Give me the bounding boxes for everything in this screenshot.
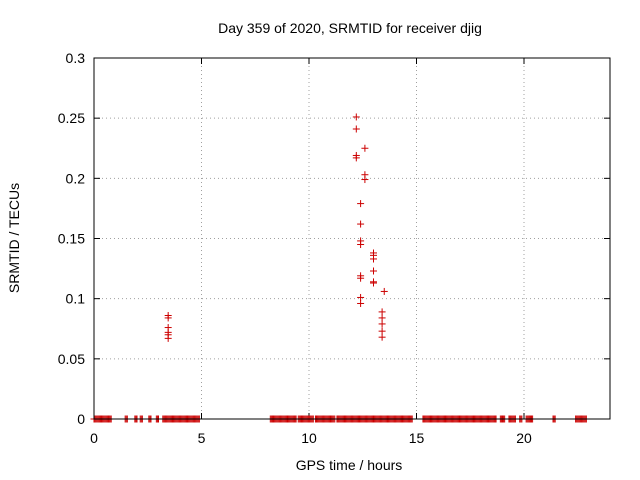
x-tick-label: 20: [516, 430, 532, 446]
data-point: [378, 308, 386, 316]
data-point: [352, 113, 360, 121]
data-point: [357, 293, 365, 301]
data-points: [90, 113, 590, 423]
y-tick-label: 0.2: [66, 170, 86, 186]
y-tick-label: 0.1: [66, 291, 86, 307]
data-point: [370, 255, 377, 263]
data-point: [370, 279, 377, 287]
x-tick-label: 15: [409, 430, 425, 446]
y-tick-label: 0.05: [58, 351, 85, 367]
y-tick-label: 0.15: [58, 231, 85, 247]
x-axis-label: GPS time / hours: [296, 457, 403, 473]
data-point: [352, 154, 360, 162]
gridlines: [94, 58, 610, 419]
data-point: [357, 299, 365, 307]
data-point: [164, 334, 172, 342]
data-point: [378, 314, 386, 322]
y-axis-label: SRMTID / TECUs: [6, 183, 22, 293]
data-point: [378, 320, 386, 328]
data-point: [361, 176, 369, 184]
x-tick-label: 0: [90, 430, 98, 446]
data-point: [378, 333, 386, 341]
axis-ticks: [93, 57, 610, 420]
data-point: [380, 287, 388, 295]
x-tick-label: 5: [198, 430, 206, 446]
data-point: [357, 200, 365, 208]
chart-title: Day 359 of 2020, SRMTID for receiver dji…: [218, 20, 482, 36]
data-point: [357, 241, 365, 249]
data-point: [378, 327, 386, 335]
y-tick-label: 0.25: [58, 110, 85, 126]
data-point: [370, 267, 377, 275]
data-point: [164, 314, 172, 322]
data-point: [357, 274, 365, 282]
data-point: [361, 144, 369, 152]
x-tick-label: 10: [301, 430, 317, 446]
tick-labels: 0 0.05 0.1 0.15 0.2 0.25 0.3 0 5 10 15 20: [58, 50, 532, 446]
data-point: [352, 125, 360, 133]
plot-frame: [93, 57, 611, 420]
data-point: [357, 220, 365, 228]
y-tick-label: 0.3: [66, 50, 86, 66]
y-tick-label: 0: [77, 411, 85, 427]
